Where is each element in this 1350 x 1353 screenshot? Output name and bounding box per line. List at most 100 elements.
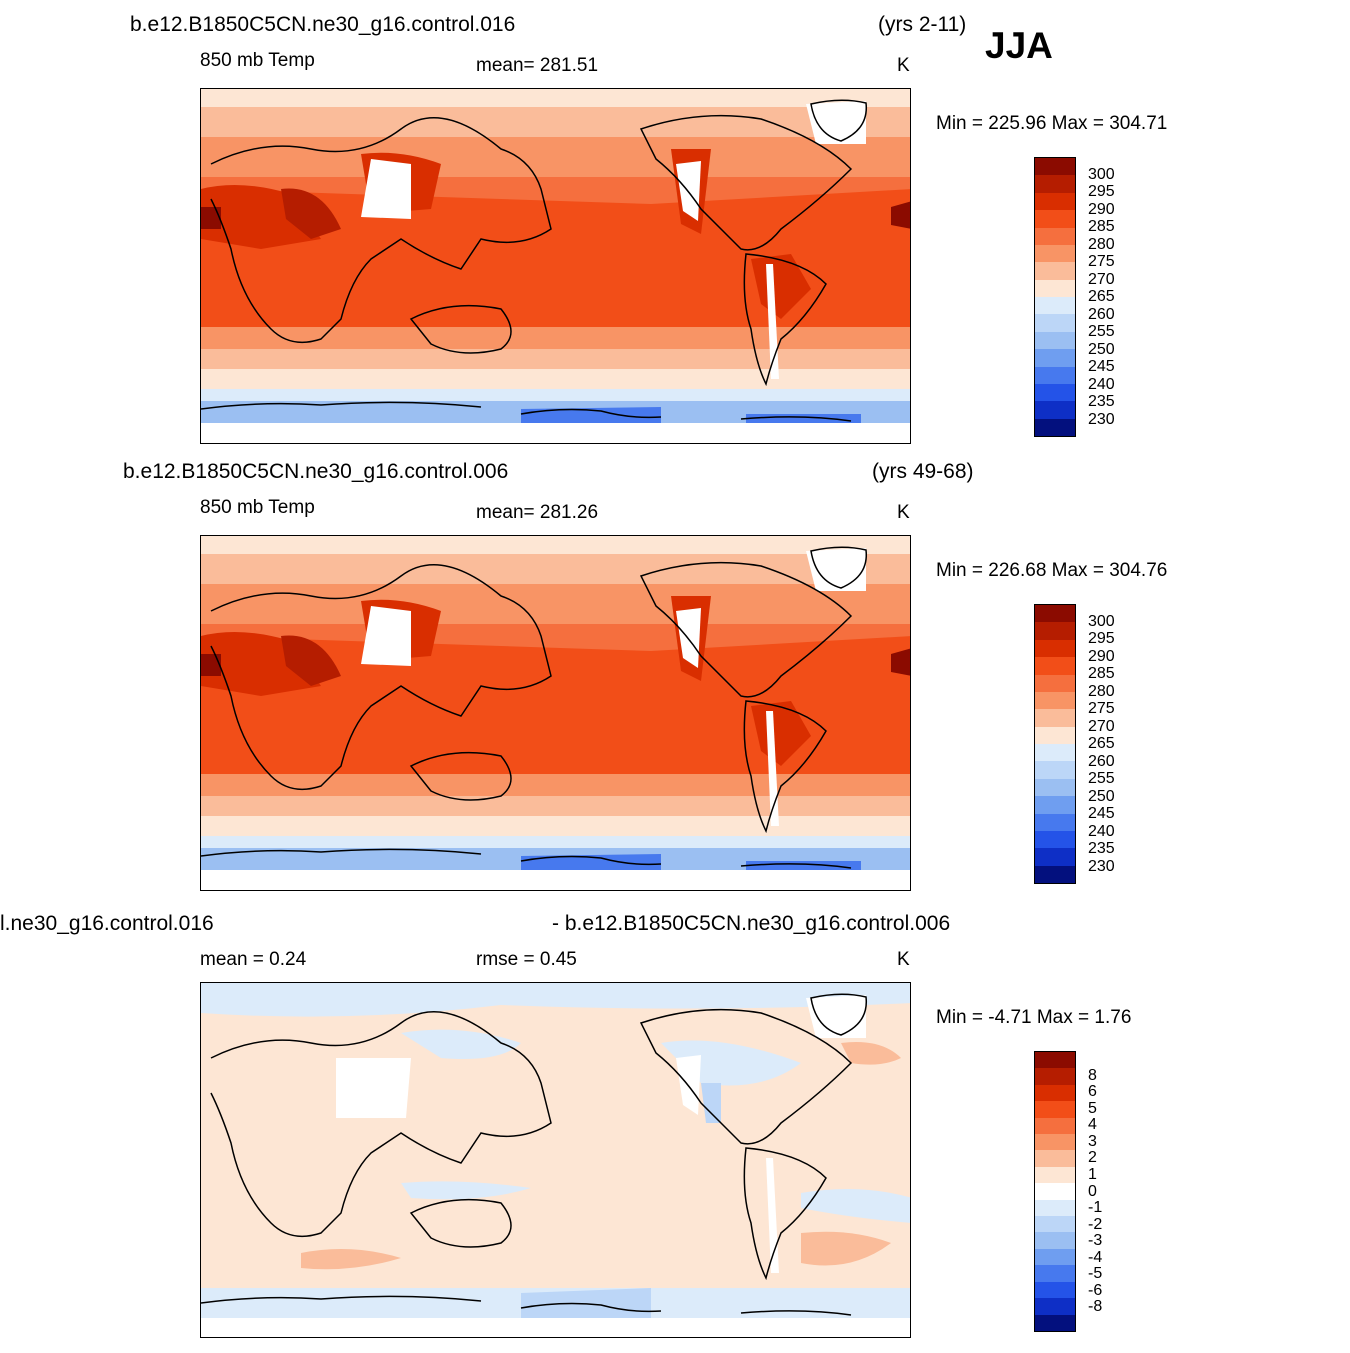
panel1-minmax: Min = 225.96 Max = 304.71 xyxy=(936,113,1168,134)
colorbar-tick-label: -2 xyxy=(1088,1215,1103,1233)
panel3-minmax: Min = -4.71 Max = 1.76 xyxy=(936,1007,1132,1028)
colorbar-tick-label: 3 xyxy=(1088,1132,1097,1150)
panel2-map xyxy=(200,535,911,891)
coastlines xyxy=(201,993,868,1316)
panel3-map xyxy=(200,982,911,1338)
colorbar-tick-label: 275 xyxy=(1088,700,1115,717)
colorbar-tick-label: 285 xyxy=(1088,218,1115,235)
colorbar-swatch xyxy=(1035,1117,1075,1135)
colorbar-tick-label: 300 xyxy=(1088,612,1115,630)
colorbar-swatch xyxy=(1035,1052,1075,1069)
panel2-minmax: Min = 226.68 Max = 304.76 xyxy=(936,560,1168,581)
panel1-mean: mean= 281.51 xyxy=(476,55,599,76)
colorbar-tick-label: 290 xyxy=(1088,647,1115,665)
colorbar-swatch xyxy=(1035,192,1075,211)
colorbar-tick-label: 255 xyxy=(1088,323,1115,340)
colorbar-swatch xyxy=(1035,175,1075,193)
colorbar-swatch xyxy=(1035,744,1075,762)
colorbar-tick-label: -8 xyxy=(1088,1298,1103,1316)
colorbar-tick-label: 4 xyxy=(1088,1116,1097,1134)
colorbar-tick-label: 280 xyxy=(1088,235,1115,253)
colorbar-swatch xyxy=(1035,158,1075,176)
colorbar-tick-label: 285 xyxy=(1088,665,1115,682)
colorbar-tick-label: 250 xyxy=(1088,787,1115,805)
colorbar-swatch xyxy=(1035,1281,1075,1299)
colorbar-tick-label: 270 xyxy=(1088,717,1115,735)
colorbar-swatch xyxy=(1035,279,1075,297)
colorbar-swatch xyxy=(1035,1265,1075,1282)
panel1-units: K xyxy=(897,55,910,76)
colorbar-tick-label: 5 xyxy=(1088,1099,1097,1117)
colorbar-swatch xyxy=(1035,1166,1075,1184)
colorbar-swatch xyxy=(1035,1248,1075,1266)
panel1-field: 850 mb Temp xyxy=(200,50,315,71)
colorbar-swatch xyxy=(1035,262,1075,280)
colorbar-swatch xyxy=(1035,674,1075,692)
panel2-field: 850 mb Temp xyxy=(200,497,315,518)
colorbar-swatch xyxy=(1035,227,1075,245)
colorbar-swatch xyxy=(1035,1232,1075,1249)
colorbar-swatch xyxy=(1035,726,1075,744)
colorbar-swatch xyxy=(1035,605,1075,623)
colorbar-tick-label: 8 xyxy=(1088,1066,1097,1084)
colorbar-tick-label: 290 xyxy=(1088,200,1115,218)
coastlines xyxy=(201,546,868,869)
colorbar-tick-label: -3 xyxy=(1088,1232,1103,1250)
panel2-colorbar xyxy=(1034,604,1076,884)
panel2-case-name: b.e12.B1850C5CN.ne30_g16.control.006 xyxy=(123,460,509,483)
colorbar-swatch xyxy=(1035,1216,1075,1233)
colorbar-swatch xyxy=(1035,349,1075,367)
colorbar-tick-label: 300 xyxy=(1088,165,1115,183)
colorbar-tick-label: 265 xyxy=(1088,735,1115,752)
colorbar-swatch xyxy=(1035,796,1075,814)
colorbar-swatch xyxy=(1035,639,1075,658)
colorbar-tick-label: 245 xyxy=(1088,358,1115,375)
colorbar-tick-label: 245 xyxy=(1088,805,1115,822)
panel2-years: (yrs 49-68) xyxy=(872,460,974,483)
colorbar-tick-label: 6 xyxy=(1088,1083,1097,1101)
colorbar-tick-label: 0 xyxy=(1088,1182,1097,1200)
colorbar-swatch xyxy=(1035,297,1075,315)
colorbar-swatch xyxy=(1035,1314,1075,1331)
colorbar-swatch xyxy=(1035,761,1075,779)
colorbar-swatch xyxy=(1035,210,1075,228)
panel3-units: K xyxy=(897,949,910,970)
colorbar-swatch xyxy=(1035,1134,1075,1151)
colorbar-tick-label: -6 xyxy=(1088,1281,1103,1299)
panel3-colorbar xyxy=(1034,1051,1076,1332)
colorbar-tick-label: 295 xyxy=(1088,183,1115,200)
colorbar-swatch xyxy=(1035,1150,1075,1167)
colorbar-swatch xyxy=(1035,1084,1075,1102)
coastlines xyxy=(201,99,868,422)
colorbar-tick-label: 2 xyxy=(1088,1149,1097,1167)
panel2-map-svg xyxy=(201,536,910,890)
panel1-map-svg xyxy=(201,89,910,443)
panel2-mean: mean= 281.26 xyxy=(476,502,599,523)
colorbar-swatch xyxy=(1035,366,1075,384)
colorbar-swatch xyxy=(1035,657,1075,675)
colorbar-tick-label: 255 xyxy=(1088,770,1115,787)
colorbar-tick-label: 275 xyxy=(1088,253,1115,270)
colorbar-tick-label: 230 xyxy=(1088,410,1115,428)
colorbar-swatch xyxy=(1035,314,1075,332)
panel1-case-name: b.e12.B1850C5CN.ne30_g16.control.016 xyxy=(130,13,516,36)
colorbar-tick-label: 260 xyxy=(1088,752,1115,770)
panel3-rmse: rmse = 0.45 xyxy=(476,949,577,970)
colorbar-swatch xyxy=(1035,331,1075,350)
colorbar-tick-label: 280 xyxy=(1088,682,1115,700)
colorbar-tick-label: 240 xyxy=(1088,375,1115,393)
colorbar-swatch xyxy=(1035,1068,1075,1085)
colorbar-swatch xyxy=(1035,865,1075,883)
colorbar-swatch xyxy=(1035,813,1075,831)
panel3-mean: mean = 0.24 xyxy=(200,949,307,970)
colorbar-swatch xyxy=(1035,778,1075,797)
colorbar-tick-label: 295 xyxy=(1088,630,1115,647)
panel3-map-svg xyxy=(201,983,910,1337)
colorbar-tick-label: 1 xyxy=(1088,1165,1097,1183)
panel2-units: K xyxy=(897,502,910,523)
colorbar-tick-label: -1 xyxy=(1088,1199,1103,1217)
colorbar-tick-label: 240 xyxy=(1088,822,1115,840)
colorbar-swatch xyxy=(1035,691,1075,710)
colorbar-swatch xyxy=(1035,622,1075,640)
colorbar-swatch xyxy=(1035,830,1075,849)
